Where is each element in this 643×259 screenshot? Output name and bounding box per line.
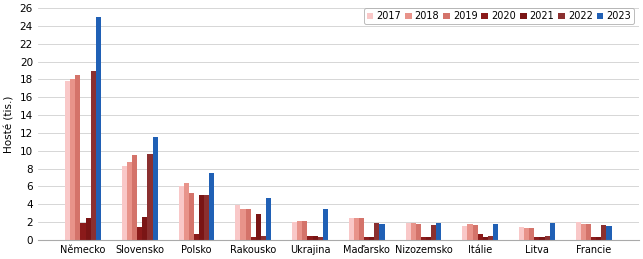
Bar bbox=[235, 205, 240, 240]
Bar bbox=[199, 195, 204, 240]
Bar bbox=[65, 81, 70, 240]
Bar bbox=[478, 234, 483, 240]
Bar bbox=[204, 195, 209, 240]
Bar bbox=[359, 218, 364, 240]
Bar bbox=[184, 183, 189, 240]
Bar bbox=[122, 166, 127, 240]
Bar bbox=[601, 225, 606, 240]
Bar bbox=[596, 237, 601, 240]
Bar bbox=[581, 224, 586, 240]
Bar bbox=[431, 225, 436, 240]
Bar bbox=[297, 221, 302, 240]
Bar bbox=[75, 75, 80, 240]
Bar bbox=[137, 227, 142, 240]
Bar bbox=[91, 70, 96, 240]
Bar bbox=[586, 224, 591, 240]
Bar bbox=[194, 234, 199, 240]
Bar bbox=[189, 193, 194, 240]
Bar bbox=[354, 218, 359, 240]
Legend: 2017, 2018, 2019, 2020, 2021, 2022, 2023: 2017, 2018, 2019, 2020, 2021, 2022, 2023 bbox=[364, 8, 634, 24]
Bar bbox=[426, 237, 431, 240]
Bar bbox=[483, 237, 488, 240]
Bar bbox=[70, 80, 75, 240]
Bar bbox=[261, 236, 266, 240]
Bar bbox=[473, 225, 478, 240]
Bar bbox=[369, 237, 374, 240]
Bar bbox=[421, 237, 426, 240]
Bar bbox=[132, 155, 137, 240]
Bar bbox=[493, 224, 498, 240]
Bar bbox=[539, 237, 545, 240]
Bar bbox=[86, 218, 91, 240]
Bar bbox=[550, 223, 555, 240]
Bar bbox=[591, 237, 596, 240]
Bar bbox=[411, 223, 416, 240]
Bar bbox=[80, 223, 86, 240]
Bar bbox=[292, 222, 297, 240]
Bar bbox=[519, 227, 524, 240]
Bar bbox=[374, 223, 379, 240]
Bar bbox=[147, 154, 152, 240]
Bar bbox=[462, 226, 467, 240]
Bar bbox=[318, 237, 323, 240]
Bar bbox=[209, 173, 214, 240]
Bar bbox=[488, 235, 493, 240]
Bar bbox=[246, 209, 251, 240]
Bar bbox=[240, 209, 246, 240]
Bar bbox=[545, 235, 550, 240]
Bar bbox=[323, 209, 328, 240]
Bar bbox=[251, 237, 256, 240]
Bar bbox=[312, 236, 318, 240]
Bar bbox=[307, 236, 312, 240]
Bar bbox=[127, 162, 132, 240]
Bar bbox=[416, 224, 421, 240]
Bar bbox=[575, 222, 581, 240]
Bar bbox=[266, 198, 271, 240]
Bar bbox=[302, 221, 307, 240]
Bar bbox=[152, 136, 158, 240]
Bar bbox=[96, 17, 101, 240]
Y-axis label: Hosté (tis.): Hosté (tis.) bbox=[4, 95, 14, 153]
Bar bbox=[406, 223, 411, 240]
Bar bbox=[349, 218, 354, 240]
Bar bbox=[364, 237, 369, 240]
Bar bbox=[606, 226, 611, 240]
Bar bbox=[179, 186, 184, 240]
Bar bbox=[524, 228, 529, 240]
Bar bbox=[256, 214, 261, 240]
Bar bbox=[142, 217, 147, 240]
Bar bbox=[436, 223, 441, 240]
Bar bbox=[529, 228, 534, 240]
Bar bbox=[534, 237, 539, 240]
Bar bbox=[379, 224, 385, 240]
Bar bbox=[467, 224, 473, 240]
